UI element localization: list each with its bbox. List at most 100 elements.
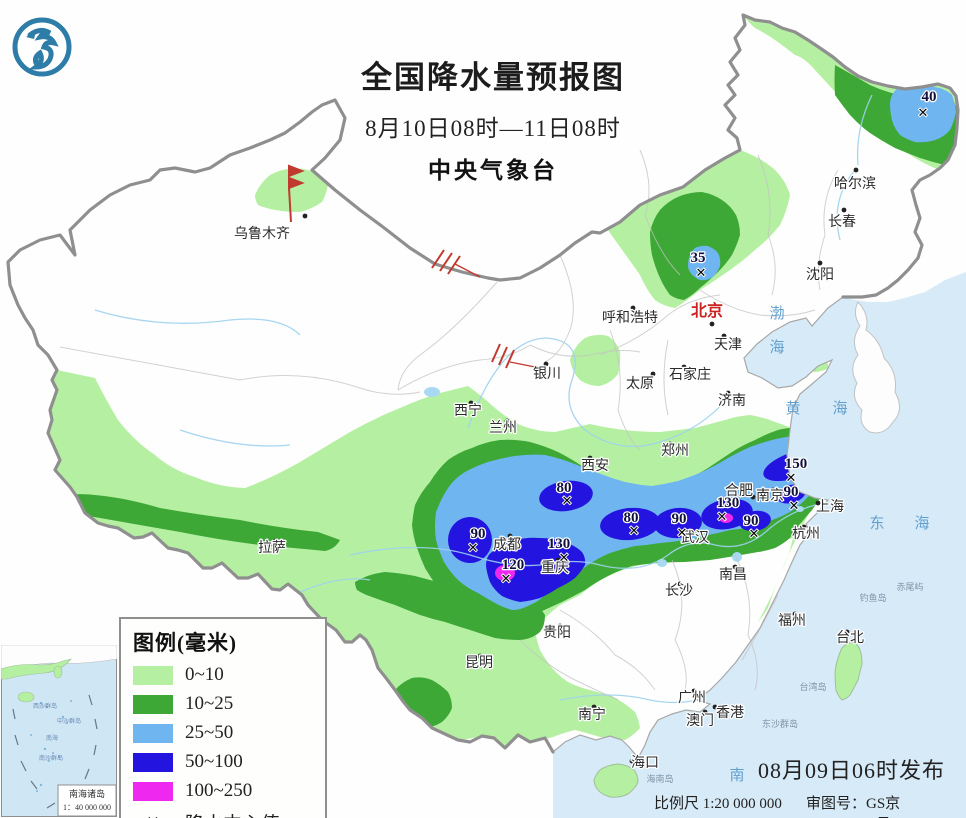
coastline [552, 296, 844, 760]
legend-item: 10~25 [133, 693, 315, 715]
precip-center: 120✕ [500, 556, 526, 588]
island-label: 海南岛 [646, 773, 673, 784]
city-label: 合肥 [725, 483, 753, 499]
hainan-island [593, 763, 639, 798]
precip-center-value: 120 [502, 557, 525, 573]
approval-number: 审图号：GS京(2024)0236号 [806, 796, 901, 818]
precip-center-value: 130 [548, 536, 571, 552]
city-marker: 哈尔滨 [833, 167, 877, 193]
wind-barb-icon [431, 249, 481, 278]
precip-center-x-icon: ✕ [562, 494, 573, 509]
precip-center-x-icon: ✕ [696, 266, 707, 281]
city-label: 乌鲁木齐 [234, 226, 290, 242]
lakes [424, 387, 804, 567]
city-label: 北京 [691, 301, 723, 320]
island-label: 赤尾屿 [896, 582, 923, 592]
inset-sea-label: 南沙群岛 [39, 754, 63, 762]
precip-center: 40✕ [917, 88, 938, 122]
dragon-icon [27, 27, 59, 70]
precip-center: 130✕ [716, 494, 741, 526]
inset-sea-label: 西沙群岛 [33, 702, 57, 710]
legend: 图例(毫米) 0~10 10~25 25~50 50~100 100~250 ✕ 降水中… [119, 617, 327, 818]
city-label: 石家庄 [669, 366, 711, 383]
city-label: 成都 [493, 537, 521, 553]
city-label: 长春 [828, 214, 856, 230]
precip-center-value: 80 [557, 480, 572, 496]
precip-center-value: 90 [672, 511, 687, 527]
city-marker: 银川 [532, 361, 562, 383]
precip-center-x-icon: ✕ [918, 106, 929, 121]
sea-label: 东 [869, 515, 884, 532]
city-marker: 成都 [492, 533, 522, 554]
svg-text:1：40 000 000: 1：40 000 000 [63, 803, 111, 812]
city-label: 西安 [581, 458, 609, 474]
island-label: 东沙群岛 [762, 718, 798, 729]
precip-center: 90✕ [742, 512, 760, 543]
precip-center-marker-icon: ✕ [133, 813, 173, 818]
city-label: 重庆 [541, 560, 569, 576]
precip-center-value: 90 [784, 484, 799, 500]
precip-center-x-icon: ✕ [717, 510, 728, 525]
inset-sea-label: 中沙群岛 [57, 717, 81, 725]
legend-range-label: 10~25 [185, 693, 234, 714]
precip-center-values: 40✕35✕80✕90✕ 130✕120✕80✕90✕130✕ 90✕150✕90✕ [467, 88, 938, 588]
city-label: 长沙 [665, 583, 693, 599]
city-marker: 呼和浩特 [601, 305, 659, 327]
legend-item: 50~100 [133, 751, 315, 773]
city-label: 香港 [716, 705, 744, 721]
city-label: 拉萨 [258, 540, 286, 556]
issue-time: 08月09日06时发布 [758, 758, 946, 783]
city-marker: 海口 [629, 754, 660, 772]
city-label: 济南 [718, 393, 746, 409]
city-marker: 广州 [677, 688, 707, 707]
city-marker: 天津 [713, 333, 743, 354]
city-marker: 西宁 [453, 400, 483, 420]
rivers [94, 94, 873, 704]
korea-peninsula [852, 301, 900, 434]
precip-center: 150✕ [784, 455, 809, 487]
sea-label: 渤 [769, 305, 784, 322]
precip-center-value: 35 [691, 250, 706, 266]
city-marker: 杭州 [791, 524, 821, 543]
city-marker: 台北 [835, 629, 866, 648]
precip-center-value: 90 [471, 526, 486, 542]
city-label: 昆明 [465, 656, 493, 671]
legend-range-label: 100~250 [185, 780, 253, 801]
city-label: 太原 [626, 376, 654, 392]
legend-title: 图例(毫米) [133, 631, 237, 655]
city-marker: 武汉 [680, 528, 710, 547]
province-boundaries [59, 149, 839, 701]
city-label: 呼和浩特 [602, 310, 658, 326]
city-label: 广州 [678, 690, 706, 706]
inset-scale-box: 南海诸岛 1：40 000 000 [57, 784, 117, 817]
city-marker: 乌鲁木齐 [233, 213, 308, 243]
precip-center-x-icon: ✕ [501, 572, 512, 587]
city-label: 南京 [756, 488, 784, 504]
taiwan-island [834, 641, 863, 701]
precip-center-value: 80 [624, 510, 639, 526]
city-label: 天津 [714, 337, 742, 353]
city-label: 南宁 [578, 706, 606, 723]
agency-name: 中央气象台 [428, 158, 558, 183]
legend-swatch [133, 665, 173, 685]
legend-swatch [133, 723, 173, 743]
title-block: 全国降水量预报图 8月10日08时—11日08时 中央气象台 [288, 52, 698, 185]
sea-label: 黄 [785, 400, 800, 417]
legend-range-label: 0~10 [185, 664, 224, 685]
precip-center-x-icon: ✕ [559, 551, 570, 566]
city-marker: 拉萨 [257, 538, 287, 557]
precip-center: 80✕ [622, 509, 640, 540]
city-marker: 西安 [580, 455, 610, 475]
map-valid-period: 8月10日08时—11日08时 [365, 116, 621, 141]
city-marker: 石家庄 [668, 364, 712, 384]
city-marker: 长沙 [664, 581, 694, 600]
precip-center-x-icon: ✕ [629, 524, 640, 539]
city-label: 南昌 [719, 567, 747, 583]
precip-center-value: 40 [922, 89, 937, 105]
precip-center-x-icon: ✕ [786, 471, 797, 486]
city-label: 海口 [631, 755, 659, 771]
